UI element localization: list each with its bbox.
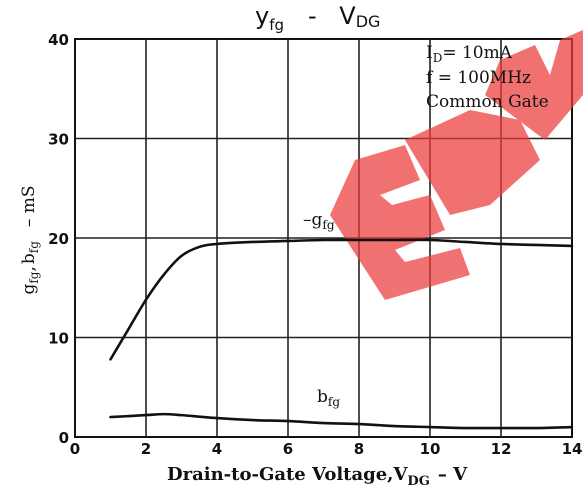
x-tick-label: 0 [70,440,80,458]
y-label-g: g [19,284,39,295]
annotation-current-rest: = 10mA [442,43,512,63]
annotation-current-sub: D [433,51,443,65]
title-rhs-sub: DG [356,12,381,31]
x-tick-label: 2 [141,440,151,458]
x-label-sub: DG [407,474,429,489]
x-tick-label: 14 [562,440,583,458]
title-rhs: V [339,2,356,30]
annotation-frequency: f = 100MHz [426,68,531,88]
y-label-comma: , [19,266,39,271]
y-label-g-sub: fg [27,271,41,283]
watermark-shape-d [405,110,540,215]
y-tick-label: 30 [48,131,69,149]
x-tick-label: 4 [212,440,222,458]
title-main: y [255,2,269,30]
series-label-b-sub: fg [328,395,340,409]
x-tick-label: 10 [420,440,441,458]
title-sub: fg [269,16,284,34]
annotation-current: ID= 10mA [426,43,513,65]
series-label-b: bfg [317,387,340,409]
x-tick-label: 8 [354,440,364,458]
y-tick-label: 40 [48,31,69,49]
x-label-unit: – V [438,464,468,485]
y-tick-label: 10 [48,330,69,348]
y-label-unit: – mS [19,185,39,227]
x-label-main: Drain-to-Gate Voltage,V [167,464,408,485]
annotation-current-main: I [426,43,433,63]
watermark-shape-e [330,145,470,300]
y-label-b-sub: fg [27,241,41,253]
title-separator: - [308,2,316,30]
grid: 0 2 4 6 8 10 12 14 0 10 20 30 40 [48,31,582,458]
chart-title: yfg - VDG [255,2,380,34]
x-tick-label: 6 [283,440,293,458]
x-tick-label: 12 [491,440,512,458]
y-tick-label: 20 [48,230,69,248]
y-tick-label: 0 [59,429,69,447]
series-line-bfg [109,412,574,430]
series-label-b-main: b [317,387,328,407]
series-label-g-main: g [312,210,323,230]
watermark-shape-w [485,30,583,140]
series [109,238,574,430]
watermark-logo [330,30,583,300]
series-line-gfg [109,238,574,361]
y-label-b: b [19,253,39,264]
y-axis-label: gfg,bfg– mS [19,185,41,294]
annotation-mode: Common Gate [426,92,549,112]
series-label-g: –gfg [303,210,335,232]
series-label-g-prefix: – [303,210,312,230]
series-label-g-sub: fg [322,218,334,232]
x-axis-label: Drain-to-Gate Voltage,VDG – V [167,464,468,489]
